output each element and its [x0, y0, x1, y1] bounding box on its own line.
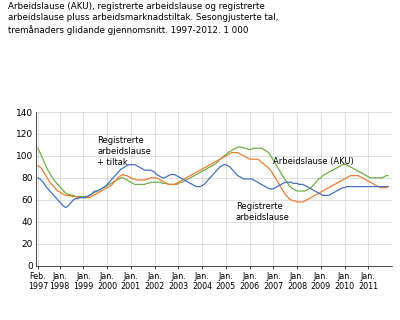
Text: 2004: 2004	[192, 283, 212, 292]
Text: 2003: 2003	[168, 283, 188, 292]
Text: Jan.: Jan.	[52, 272, 67, 281]
Text: Jan.: Jan.	[361, 272, 376, 281]
Text: Jan.: Jan.	[314, 272, 328, 281]
Text: Jan.: Jan.	[290, 272, 304, 281]
Text: Jan.: Jan.	[218, 272, 233, 281]
Text: 2000: 2000	[97, 283, 117, 292]
Text: Jan.: Jan.	[147, 272, 162, 281]
Text: 1998: 1998	[50, 283, 70, 292]
Text: 2005: 2005	[216, 283, 236, 292]
Text: Jan.: Jan.	[76, 272, 91, 281]
Text: Arbeidslause (AKU): Arbeidslause (AKU)	[273, 157, 354, 166]
Text: Jan.: Jan.	[195, 272, 210, 281]
Text: 2011: 2011	[358, 283, 378, 292]
Text: 2009: 2009	[311, 283, 331, 292]
Text: 2007: 2007	[263, 283, 284, 292]
Text: 1999: 1999	[73, 283, 94, 292]
Text: 2006: 2006	[240, 283, 260, 292]
Text: Jan.: Jan.	[124, 272, 138, 281]
Text: 2002: 2002	[144, 283, 165, 292]
Text: Jan.: Jan.	[100, 272, 114, 281]
Text: 2010: 2010	[334, 283, 354, 292]
Text: 2008: 2008	[287, 283, 307, 292]
Text: Jan.: Jan.	[171, 272, 186, 281]
Text: Feb.: Feb.	[30, 272, 46, 281]
Text: Jan.: Jan.	[337, 272, 352, 281]
Text: 1997: 1997	[28, 283, 48, 292]
Text: 2001: 2001	[121, 283, 141, 292]
Text: Registrerte
arbeidslause: Registrerte arbeidslause	[236, 202, 290, 222]
Text: Arbeidslause (AKU), registrerte arbeidslause og registrerte
arbeidslause pluss a: Arbeidslause (AKU), registrerte arbeidsl…	[8, 2, 278, 36]
Text: Jan.: Jan.	[242, 272, 257, 281]
Text: Registrerte
arbeidslause
+ tiltak: Registrerte arbeidslause + tiltak	[97, 136, 151, 167]
Text: Jan.: Jan.	[266, 272, 281, 281]
